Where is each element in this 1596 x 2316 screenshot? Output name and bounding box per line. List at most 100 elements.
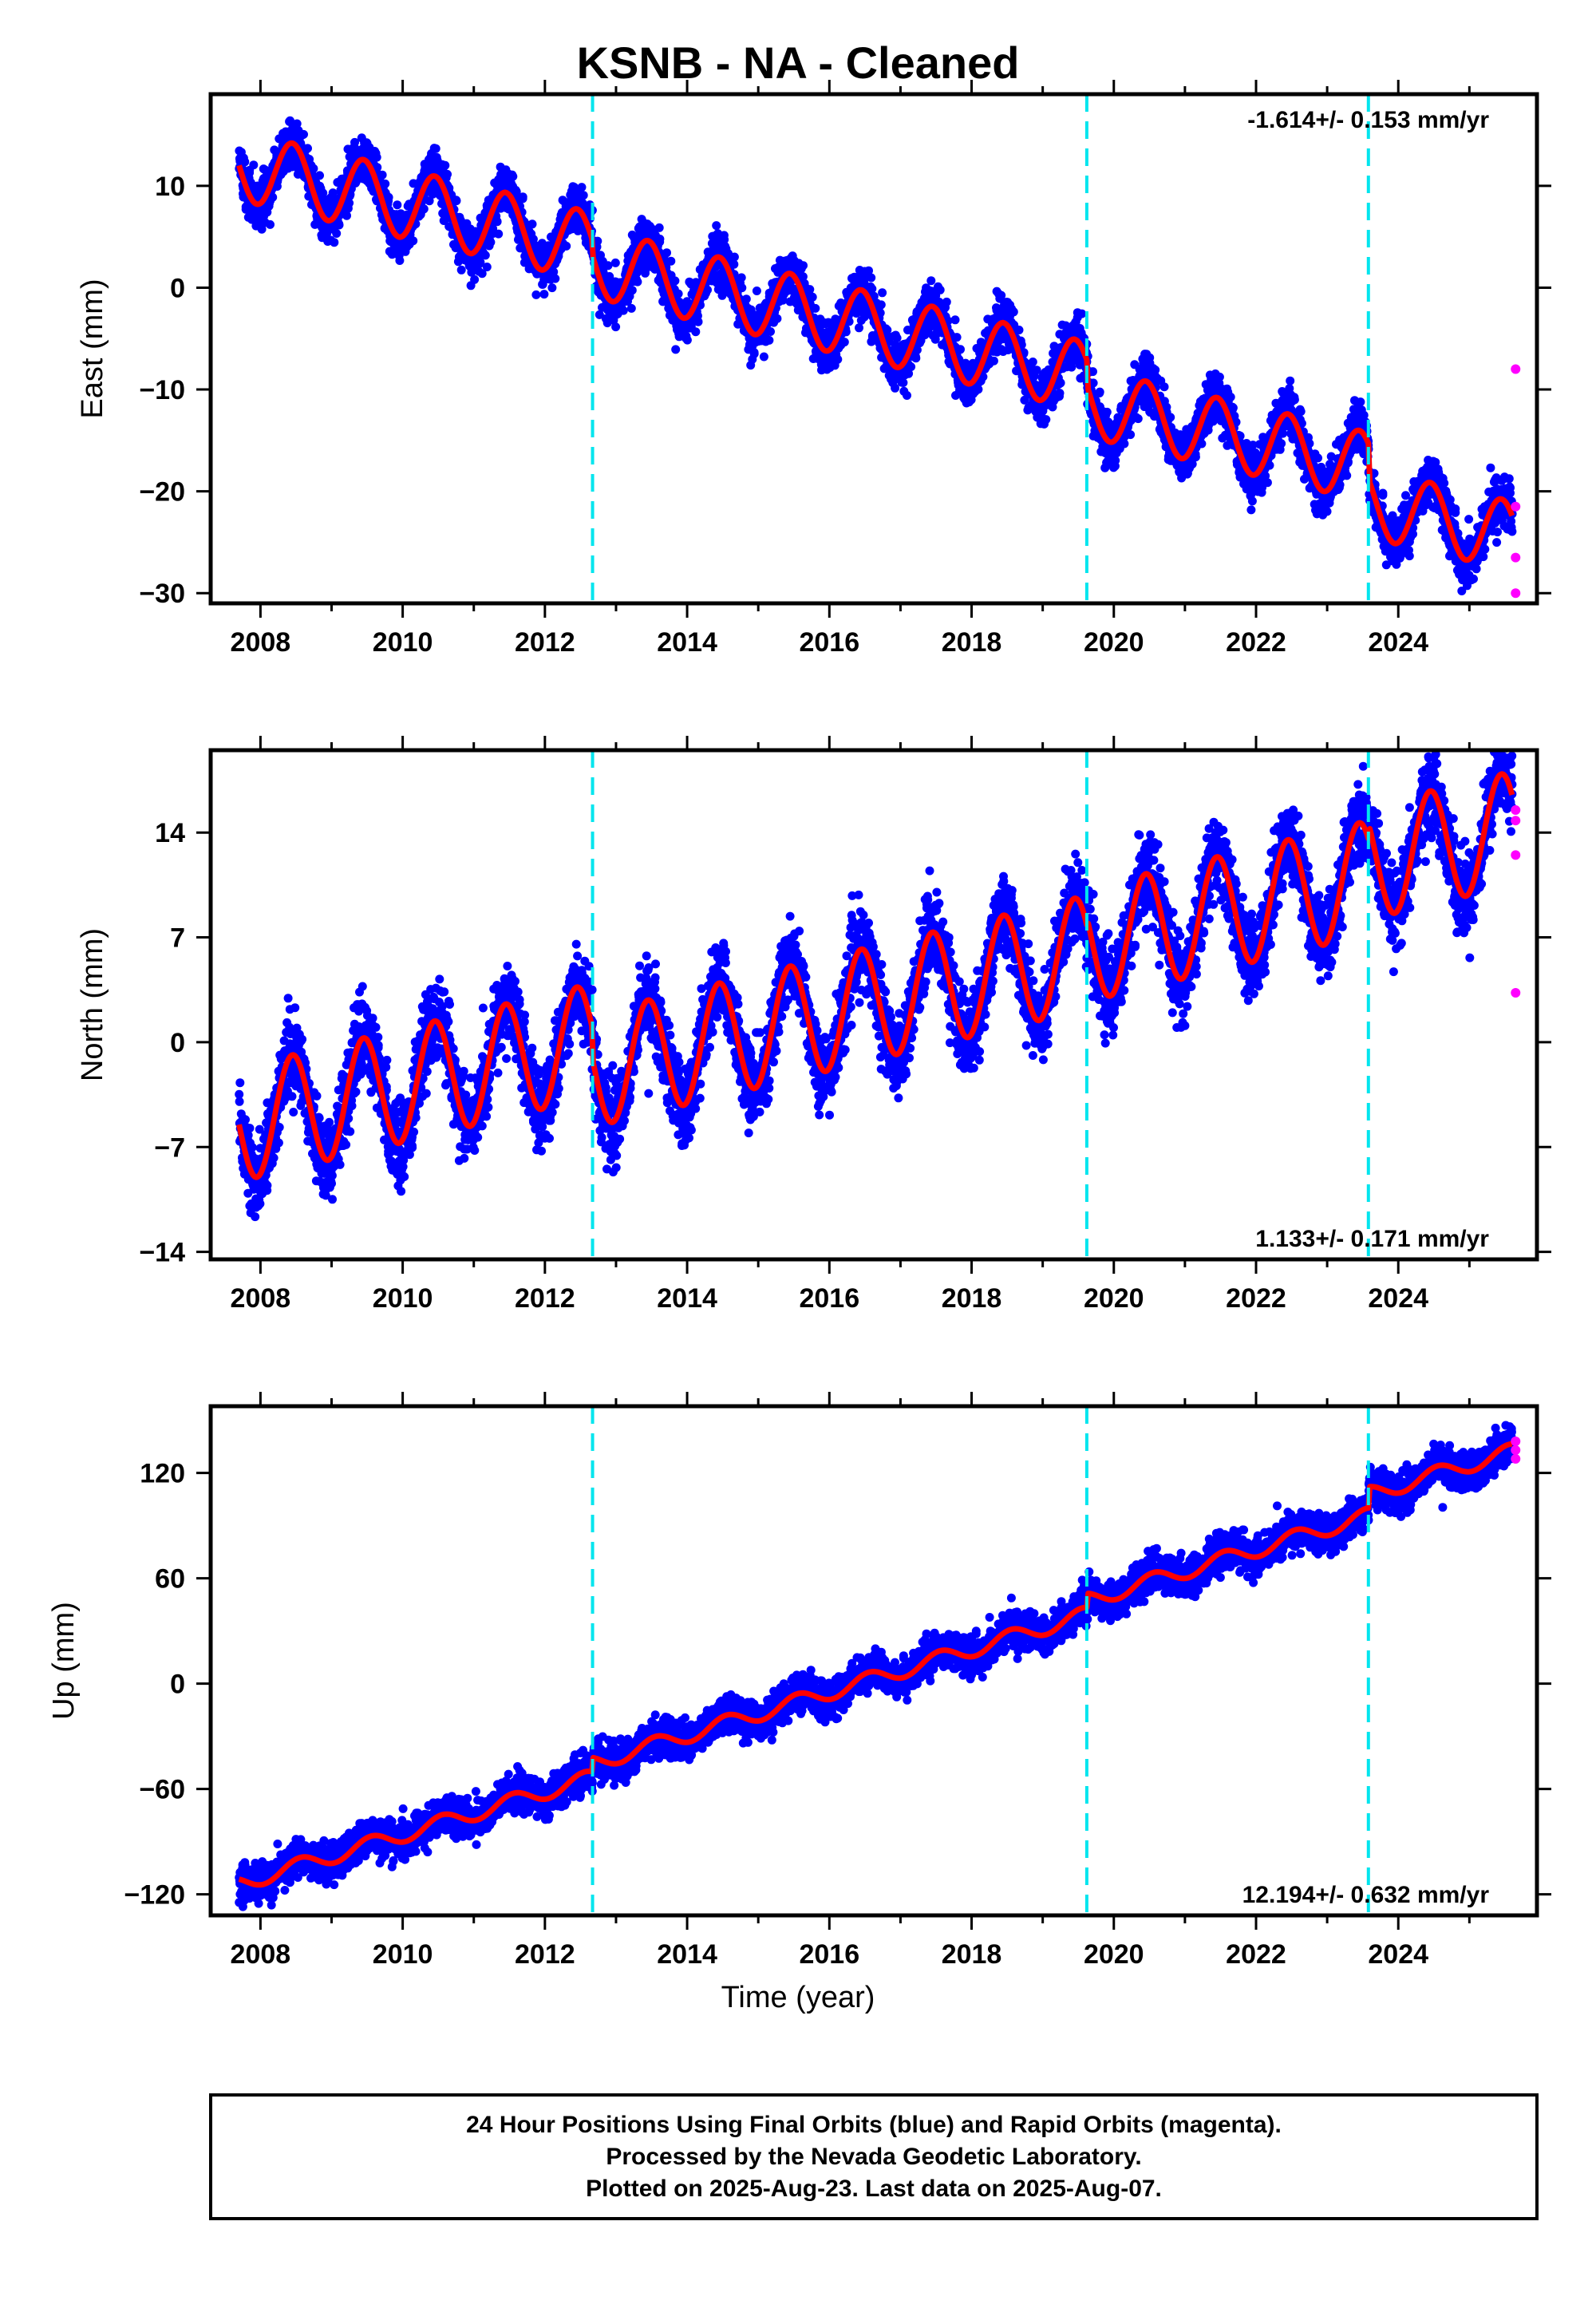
east-point xyxy=(508,172,518,181)
east-point xyxy=(240,157,250,167)
east-point xyxy=(1055,389,1065,398)
east-point xyxy=(867,284,877,294)
east-point xyxy=(486,238,496,247)
east-point xyxy=(1126,430,1136,440)
east-point xyxy=(752,287,761,295)
east-point xyxy=(892,334,902,342)
east-point xyxy=(531,290,541,299)
east-point xyxy=(470,275,480,284)
east-point xyxy=(610,258,620,267)
east-point xyxy=(883,326,892,334)
east-point xyxy=(627,286,637,295)
east-point xyxy=(611,322,621,332)
east-point xyxy=(655,235,665,243)
east-point xyxy=(480,251,490,260)
east-point xyxy=(671,345,681,354)
east-point xyxy=(409,236,418,246)
east-point xyxy=(477,269,487,279)
east-point xyxy=(662,248,671,258)
east-point xyxy=(693,317,703,326)
east-point xyxy=(950,315,960,325)
east-point xyxy=(833,354,843,364)
east-point xyxy=(942,297,951,306)
east-point xyxy=(666,256,676,266)
east-point xyxy=(577,183,587,192)
east-point xyxy=(579,191,588,200)
east-point xyxy=(759,352,768,362)
east-point xyxy=(345,198,354,207)
east-point xyxy=(372,152,381,162)
east-point xyxy=(811,303,820,313)
east-point xyxy=(1095,387,1104,397)
east-point xyxy=(393,200,402,210)
east-point xyxy=(670,276,680,286)
east-point xyxy=(1028,358,1037,366)
east-point xyxy=(440,160,450,170)
east-point xyxy=(292,119,302,128)
east-point xyxy=(257,224,267,234)
east-point xyxy=(381,179,390,188)
east-point xyxy=(839,338,849,347)
east-point xyxy=(562,241,571,251)
east-point xyxy=(855,323,863,333)
east-point xyxy=(299,129,308,139)
east-point xyxy=(1159,382,1169,392)
east-point xyxy=(654,223,664,232)
east-point xyxy=(384,192,393,202)
east-point xyxy=(309,164,318,173)
east-point xyxy=(1111,456,1120,465)
east-point xyxy=(1041,415,1051,425)
east-point xyxy=(903,391,911,400)
east-point xyxy=(989,356,998,366)
east-point xyxy=(1197,439,1207,449)
east-point xyxy=(431,144,440,153)
east-point xyxy=(1009,307,1018,317)
east-point xyxy=(330,238,339,247)
east-panel: 2008 2010 2012 2014 2016 2018 2020 2022 2024100−… xyxy=(76,80,1551,658)
east-point xyxy=(741,294,751,304)
east-point xyxy=(749,349,759,358)
east-point xyxy=(395,256,405,265)
east-point xyxy=(547,283,557,293)
east-point xyxy=(907,362,916,372)
east-point xyxy=(419,204,429,214)
east-point xyxy=(935,285,945,294)
east-point xyxy=(867,273,876,283)
east-point xyxy=(766,327,775,336)
east-point xyxy=(245,168,255,177)
east-point xyxy=(512,187,521,196)
east-point xyxy=(1215,372,1224,381)
east-point xyxy=(539,290,549,299)
east-point xyxy=(1120,439,1129,449)
east-point xyxy=(952,333,962,342)
east-point xyxy=(899,378,908,387)
east-point xyxy=(328,188,338,198)
east-point xyxy=(876,300,886,310)
east-point xyxy=(425,196,434,206)
east-point xyxy=(249,160,259,170)
east-point xyxy=(878,288,887,298)
east-point xyxy=(551,274,560,283)
east-point xyxy=(618,306,628,315)
east-point xyxy=(377,170,387,180)
east-point xyxy=(1133,414,1143,424)
east-point xyxy=(373,163,382,172)
east-point xyxy=(799,261,808,271)
east-point xyxy=(334,220,344,230)
east-point xyxy=(456,265,466,275)
east-point xyxy=(1056,378,1065,388)
east-point xyxy=(737,283,747,293)
east-point xyxy=(808,292,817,302)
east-point xyxy=(633,277,642,287)
east-point xyxy=(926,276,936,286)
east-point xyxy=(1102,407,1112,417)
east-point xyxy=(1077,309,1087,318)
east-point xyxy=(342,211,351,220)
east-point xyxy=(956,345,965,354)
east-point xyxy=(674,289,683,298)
east-point xyxy=(518,192,527,202)
east-point xyxy=(443,169,452,179)
east-point xyxy=(1191,453,1200,462)
east-point xyxy=(764,335,774,345)
